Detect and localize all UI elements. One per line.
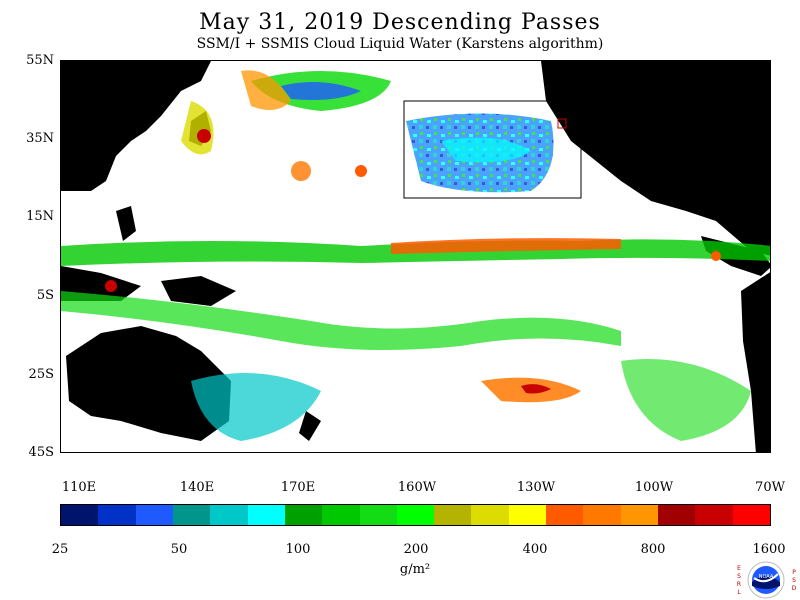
colorbar-segment (471, 505, 509, 525)
lat-label: 35N (26, 131, 54, 146)
colorbar-segment (508, 505, 547, 525)
asia-land (61, 61, 211, 191)
svg-text:D: D (792, 585, 797, 592)
lon-label: 110E (61, 480, 97, 495)
colorbar-units: g/m² (399, 562, 431, 577)
colorbar-segment (284, 505, 323, 525)
colorbar-segment (210, 505, 248, 525)
australia-land (66, 326, 231, 441)
new-zealand-land (299, 411, 321, 441)
colorbar-segment (359, 505, 397, 525)
colorbar-segment (98, 505, 136, 525)
lon-label: 70W (755, 480, 785, 495)
lat-label: 15N (26, 209, 54, 224)
colorbar-tick: 50 (170, 542, 188, 557)
noaa-esrl-psd-logo: NOAA E S R L P S D (737, 561, 797, 599)
lon-label: 140E (179, 480, 215, 495)
map-title: May 31, 2019 Descending Passes (199, 10, 601, 35)
svg-text:E: E (737, 565, 741, 572)
colorbar-segment (322, 505, 360, 525)
colorbar-segment (695, 505, 733, 525)
svg-text:P: P (792, 569, 796, 576)
colorbar-tick: 200 (403, 542, 429, 557)
south-america-land (741, 272, 770, 452)
lon-label: 100W (634, 480, 674, 495)
colorbar-segment (135, 505, 173, 525)
colorbar-segment (396, 505, 435, 525)
colorbar-segment (434, 505, 472, 525)
colorbar-tick: 400 (522, 542, 548, 557)
cloud-water-features (61, 70, 770, 441)
colorbar-segment (61, 505, 99, 525)
map-canvas (61, 61, 770, 452)
svg-text:L: L (737, 589, 741, 596)
lat-label: 55N (26, 53, 54, 68)
svg-text:R: R (737, 581, 741, 588)
lon-label: 130W (516, 480, 556, 495)
colorbar-tick: 800 (640, 542, 666, 557)
indonesia-land (61, 266, 141, 301)
colorbar-tick: 25 (51, 542, 69, 557)
region-box (403, 100, 582, 199)
colorbar-segment (583, 505, 621, 525)
cloud-water-map (60, 60, 771, 453)
colorbar-segment (732, 505, 770, 525)
lat-label: 5S (36, 288, 54, 303)
colorbar-segment (172, 505, 211, 525)
north-america-land (541, 61, 770, 256)
colorbar (60, 504, 771, 526)
colorbar-tick: 100 (285, 542, 311, 557)
svg-text:S: S (737, 573, 741, 580)
lat-label: 45S (28, 445, 54, 460)
lon-label: 170E (280, 480, 316, 495)
colorbar-segment (247, 505, 285, 525)
new-guinea-land (161, 276, 236, 306)
colorbar-segment (546, 505, 584, 525)
inner-region-box (557, 118, 567, 129)
colorbar-segment (620, 505, 658, 525)
philippines-land (116, 206, 136, 241)
colorbar-segment (658, 505, 696, 525)
lat-label: 25S (28, 367, 54, 382)
svg-text:S: S (792, 577, 796, 584)
map-subtitle: SSM/I + SSMIS Cloud Liquid Water (Karste… (196, 36, 604, 52)
lon-label: 160W (397, 480, 437, 495)
svg-text:NOAA: NOAA (759, 574, 774, 580)
colorbar-tick: 1600 (752, 542, 786, 557)
